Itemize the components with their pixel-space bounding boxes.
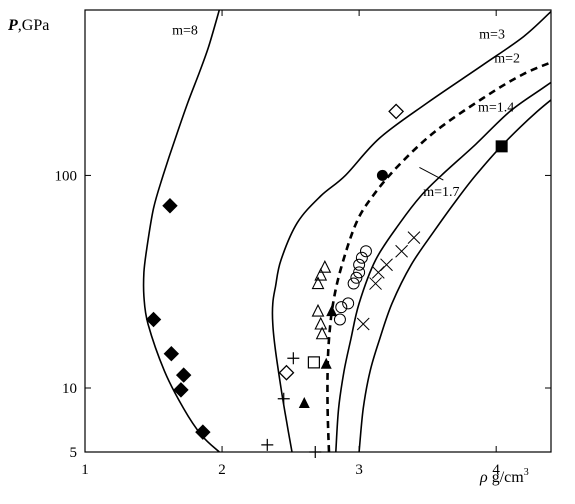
y-axis-title: P,GPa bbox=[7, 17, 49, 34]
curve-label: m=1.4 bbox=[478, 100, 514, 115]
open-triangle-marker bbox=[315, 326, 329, 340]
curve-label: m=8 bbox=[172, 24, 198, 39]
curve-m-2 bbox=[326, 61, 551, 452]
x-axis-title: ρ g/cm3 bbox=[479, 467, 529, 486]
open-circle-marker bbox=[359, 245, 372, 258]
open-circle-marker bbox=[353, 258, 366, 271]
open-circle-marker bbox=[335, 301, 348, 314]
plus-marker bbox=[261, 438, 274, 451]
curve-label: m=3 bbox=[479, 28, 505, 43]
filled-diamond-marker bbox=[173, 382, 189, 398]
open-square-marker bbox=[307, 356, 320, 369]
x-tick-label: 1 bbox=[81, 462, 89, 478]
cross-marker bbox=[395, 244, 408, 258]
filled-diamond-marker bbox=[163, 345, 180, 362]
open-triangle-marker bbox=[314, 316, 328, 330]
x-axis-unit-sup: 3 bbox=[524, 467, 529, 478]
markers-group bbox=[145, 103, 508, 458]
filled-diamond-marker bbox=[195, 424, 211, 440]
filled-triangle-marker bbox=[326, 305, 338, 317]
y-tick-label: 10 bbox=[62, 381, 77, 397]
x-tick-label: 2 bbox=[218, 462, 226, 478]
open-circle-marker bbox=[353, 266, 366, 279]
cross-marker bbox=[371, 265, 385, 279]
open-circle-marker bbox=[355, 251, 368, 264]
curve-label: m=1.7 bbox=[423, 185, 459, 200]
x-tick-label: 3 bbox=[355, 462, 363, 478]
curves-group bbox=[142, 10, 551, 452]
curve-m-1_4 bbox=[358, 98, 551, 452]
open-circle-marker bbox=[342, 297, 355, 310]
y-axis-unit: ,GPa bbox=[18, 17, 50, 34]
open-triangle-marker bbox=[318, 259, 332, 273]
x-axis-unit: g/cm bbox=[488, 469, 525, 486]
filled-square-marker bbox=[495, 140, 508, 153]
cross-marker bbox=[369, 277, 382, 290]
filled-diamond-marker bbox=[145, 311, 162, 328]
curve-m-1_7 bbox=[335, 81, 551, 452]
open-diamond-marker bbox=[278, 364, 295, 381]
filled-triangle-marker bbox=[298, 397, 310, 409]
open-circle-marker bbox=[347, 277, 360, 290]
filled-diamond-marker bbox=[162, 198, 178, 214]
filled-diamond-marker bbox=[175, 367, 192, 383]
open-diamond-marker bbox=[388, 103, 405, 120]
labels-group: m=8 m=3 m=2 m=1.4 m=1.7 bbox=[172, 24, 520, 200]
cross-marker bbox=[407, 231, 421, 244]
y-tick-label: 100 bbox=[55, 168, 78, 184]
curve-m-8 bbox=[142, 10, 221, 452]
curve-label: m=2 bbox=[494, 51, 520, 66]
y-axis-symbol: P bbox=[7, 17, 18, 34]
open-circle-marker bbox=[350, 271, 363, 284]
annotation-leader-line bbox=[419, 167, 444, 181]
open-triangle-marker bbox=[311, 303, 325, 317]
curve-m-3 bbox=[271, 11, 551, 452]
filled-circle-marker bbox=[376, 169, 388, 181]
filled-triangle-marker bbox=[320, 357, 332, 369]
plus-marker bbox=[287, 352, 300, 365]
x-tick-label: 4 bbox=[492, 462, 500, 478]
x-axis-symbol: ρ bbox=[479, 469, 488, 486]
plus-marker bbox=[277, 392, 290, 405]
open-circle-marker bbox=[333, 313, 346, 326]
y-tick-label: 5 bbox=[70, 445, 78, 461]
plot-frame bbox=[84, 9, 552, 453]
cross-marker bbox=[356, 317, 370, 331]
open-triangle-marker bbox=[311, 276, 325, 290]
open-triangle-marker bbox=[314, 267, 328, 281]
